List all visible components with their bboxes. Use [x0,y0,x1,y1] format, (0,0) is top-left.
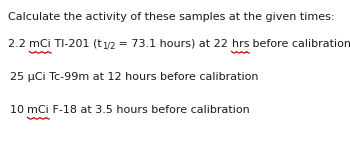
Text: 2.2: 2.2 [8,39,29,49]
Text: hrs: hrs [232,39,249,49]
Text: F-18 at 3.5 hours before calibration: F-18 at 3.5 hours before calibration [49,105,250,115]
Text: 10: 10 [10,105,28,115]
Text: Tl-201 (t: Tl-201 (t [51,39,102,49]
Text: Calculate the activity of these samples at the given times:: Calculate the activity of these samples … [8,12,335,22]
Text: 1/2: 1/2 [102,41,115,51]
Text: 25 μCi Tc-99m at 12 hours before calibration: 25 μCi Tc-99m at 12 hours before calibra… [10,72,259,82]
Text: mCi: mCi [29,39,51,49]
Text: before calibration: before calibration [249,39,350,49]
Text: = 73.1 hours) at 22: = 73.1 hours) at 22 [115,39,232,49]
Text: mCi: mCi [28,105,49,115]
